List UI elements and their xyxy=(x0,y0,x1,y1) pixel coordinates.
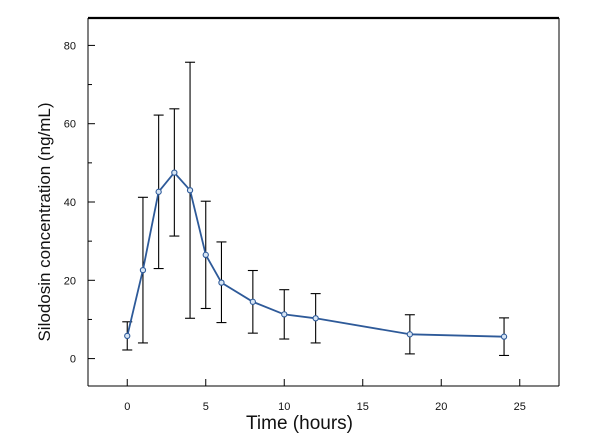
data-markers xyxy=(124,169,508,340)
series-line xyxy=(126,171,505,338)
data-point xyxy=(202,251,209,259)
axes: 0 20 40 60 80 0 5 10 15 20 25 xyxy=(64,16,560,413)
y-axis-title: Silodosin concentration (ng/mL) xyxy=(35,102,54,341)
x-tick-label: 25 xyxy=(514,401,526,413)
error-bars xyxy=(122,61,510,357)
x-tick-label: 15 xyxy=(357,401,369,413)
x-axis-title: Time (hours) xyxy=(246,413,353,434)
data-point xyxy=(500,333,508,340)
y-tick-label: 40 xyxy=(64,197,76,209)
series-line-layer xyxy=(126,171,505,338)
data-point xyxy=(281,311,288,318)
axis-labels: Time (hours) Silodosin concentration (ng… xyxy=(35,102,353,434)
y-tick-label: 80 xyxy=(64,40,76,52)
y-tick-label: 60 xyxy=(64,119,76,131)
x-tick-label: 5 xyxy=(203,401,209,413)
data-point xyxy=(186,187,194,194)
data-point xyxy=(139,266,147,274)
data-point xyxy=(155,188,162,195)
data-point xyxy=(312,315,319,322)
x-tick-label: 20 xyxy=(435,401,447,413)
data-point xyxy=(406,331,413,338)
y-tick-label: 0 xyxy=(70,354,76,366)
data-point xyxy=(249,298,256,305)
data-point xyxy=(171,169,178,176)
data-point xyxy=(124,332,131,340)
y-tick-label: 20 xyxy=(64,275,76,287)
x-tick-label: 0 xyxy=(124,401,130,413)
data-point xyxy=(218,279,225,286)
x-tick-label: 10 xyxy=(278,401,290,413)
